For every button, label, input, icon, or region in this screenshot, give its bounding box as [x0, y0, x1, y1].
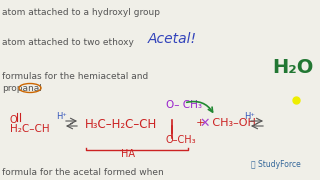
Text: O–CH₃: O–CH₃	[166, 135, 196, 145]
Text: H₂O: H₂O	[272, 58, 313, 77]
Text: O– CH₃: O– CH₃	[166, 100, 202, 110]
Text: formulas for the hemiacetal and: formulas for the hemiacetal and	[2, 72, 148, 81]
Text: ⓔ StudyForce: ⓔ StudyForce	[251, 160, 301, 169]
Text: O: O	[10, 115, 18, 125]
Text: formula for the acetal formed when: formula for the acetal formed when	[2, 168, 164, 177]
Text: H⁺: H⁺	[56, 112, 67, 121]
Text: ✕: ✕	[200, 117, 210, 130]
Text: +  CH₃–OH: + CH₃–OH	[196, 118, 256, 128]
FancyArrowPatch shape	[187, 102, 212, 112]
Text: H⁺: H⁺	[244, 112, 255, 121]
Text: HA: HA	[121, 149, 135, 159]
Text: propanal: propanal	[2, 84, 42, 93]
Text: atom attached to a hydroxyl group: atom attached to a hydroxyl group	[2, 8, 160, 17]
Text: Acetal!: Acetal!	[148, 32, 197, 46]
Text: H₂C–CH: H₂C–CH	[10, 124, 50, 134]
Text: atom attached to two ethoxy: atom attached to two ethoxy	[2, 38, 134, 47]
Text: H₃C–H₂C–CH: H₃C–H₂C–CH	[85, 118, 157, 131]
